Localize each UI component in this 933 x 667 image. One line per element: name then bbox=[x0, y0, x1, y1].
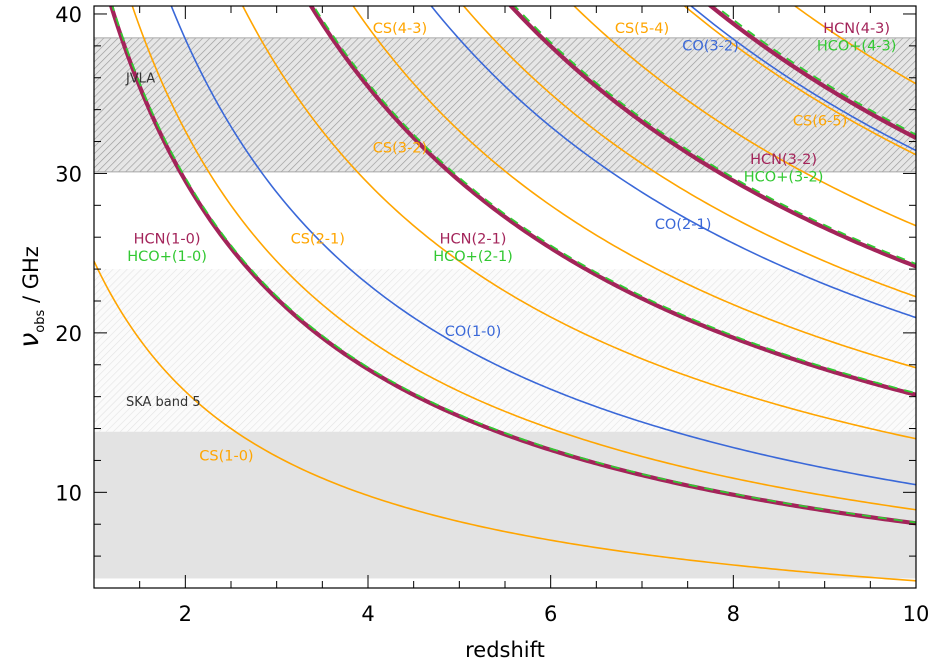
label-hcn-4-3: HCN(4-3) bbox=[823, 21, 890, 37]
x-axis-label: redshift bbox=[465, 638, 545, 662]
label-hcoplus-3-2: HCO+(3-2) bbox=[744, 169, 824, 185]
label-hcn-3-2: HCN(3-2) bbox=[750, 152, 817, 168]
label-hcoplus-4-3: HCO+(4-3) bbox=[817, 39, 897, 55]
line-labels: CS(1-0) CS(2-1) CS(3-2) CS(4-3) CS(5-4) CS(6-… bbox=[127, 21, 896, 464]
label-co-1-0: CO(1-0) bbox=[445, 324, 502, 340]
label-hcn-1-0: HCN(1-0) bbox=[134, 232, 201, 248]
curve-hcn-3-2 bbox=[508, 6, 916, 269]
y-axis-label: νobs / GHz bbox=[14, 246, 48, 348]
y-tick-label: 30 bbox=[55, 162, 82, 186]
label-cs-6-5: CS(6-5) bbox=[793, 114, 847, 130]
curve-cs-1-0 bbox=[94, 260, 916, 582]
band-ska-band-5 bbox=[94, 269, 916, 432]
y-axis-subscript: obs bbox=[33, 309, 48, 332]
curve-hcoplus-4-3 bbox=[714, 6, 916, 136]
spectral-line-curves bbox=[94, 6, 916, 582]
curve-co-1-0 bbox=[170, 6, 916, 486]
curve-cs-3-2 bbox=[241, 6, 916, 440]
y-tick-labels: 10 20 30 40 bbox=[55, 3, 82, 505]
label-co-2-1: CO(2-1) bbox=[655, 217, 712, 233]
label-cs-1-0: CS(1-0) bbox=[199, 448, 253, 464]
curve-hcn-1-0 bbox=[109, 6, 916, 526]
x-tick-label: 10 bbox=[903, 602, 930, 626]
band-labels: JVLA SKA band 5 bbox=[125, 72, 201, 411]
curve-cs-5-4 bbox=[462, 6, 916, 298]
label-co-3-2: CO(3-2) bbox=[682, 39, 739, 55]
label-hcn-2-1: HCN(2-1) bbox=[440, 232, 507, 248]
curve-co-2-1 bbox=[430, 6, 916, 319]
curve-cs-4-3 bbox=[352, 6, 916, 369]
curve-co-3-2 bbox=[689, 6, 916, 152]
curve-cs-7-6 bbox=[683, 6, 916, 156]
band-jvla bbox=[94, 37, 916, 172]
curve-cs-2-1 bbox=[131, 6, 916, 511]
y-axis-symbol: ν bbox=[14, 333, 45, 348]
axis-ticks bbox=[93, 6, 917, 589]
band-label-jvla: JVLA bbox=[125, 72, 155, 87]
y-tick-label: 10 bbox=[55, 481, 82, 505]
label-hcoplus-2-1: HCO+(2-1) bbox=[433, 249, 513, 265]
label-cs-2-1: CS(2-1) bbox=[291, 232, 345, 248]
y-axis-unit: / GHz bbox=[19, 246, 43, 310]
x-tick-label: 2 bbox=[179, 602, 192, 626]
frequency-bands bbox=[94, 37, 916, 579]
curve-hcoplus-1-0 bbox=[111, 6, 916, 524]
y-tick-label: 40 bbox=[55, 3, 82, 27]
x-tick-label: 8 bbox=[727, 602, 740, 626]
label-cs-4-3: CS(4-3) bbox=[373, 21, 427, 37]
band-label-ska-band-5: SKA band 5 bbox=[126, 395, 201, 410]
label-hcoplus-1-0: HCO+(1-0) bbox=[127, 249, 207, 265]
label-cs-5-4: CS(5-4) bbox=[615, 21, 669, 37]
y-tick-label: 20 bbox=[55, 322, 82, 346]
x-tick-labels: 2 4 6 8 10 bbox=[179, 602, 930, 626]
curve-hcn-4-3 bbox=[707, 6, 916, 140]
curve-cs-6-5 bbox=[573, 6, 916, 227]
x-tick-label: 4 bbox=[361, 602, 374, 626]
curve-hcn-2-1 bbox=[308, 6, 916, 397]
x-tick-label: 6 bbox=[544, 602, 557, 626]
label-cs-3-2: CS(3-2) bbox=[373, 141, 427, 157]
